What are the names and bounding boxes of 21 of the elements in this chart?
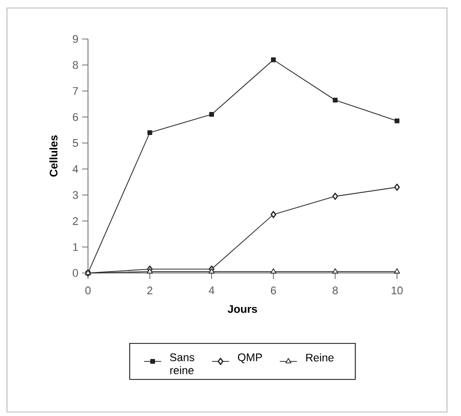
- legend-label: Sans reine: [170, 353, 194, 374]
- y-tick-label: 9: [72, 35, 78, 43]
- legend-label: QMP: [238, 353, 262, 364]
- x-tick-label: 10: [392, 286, 403, 294]
- x-tick-label: 4: [208, 286, 214, 294]
- y-axis-title: Cellules: [49, 135, 58, 177]
- y-tick-label: 7: [72, 87, 78, 95]
- x-tick-label: 0: [85, 286, 91, 294]
- y-tick-label: 3: [72, 191, 78, 199]
- y-tick-label: 0: [72, 269, 78, 277]
- y-tick-label: 5: [72, 139, 78, 147]
- x-tick-label: 6: [270, 286, 276, 294]
- legend-label: Reine: [306, 353, 334, 362]
- x-axis-title: Jours: [228, 305, 258, 313]
- x-tick-label: 8: [332, 286, 338, 294]
- y-tick-label: 8: [72, 61, 78, 69]
- x-tick-label: 2: [147, 286, 152, 294]
- y-tick-label: 6: [72, 113, 78, 121]
- y-tick-label: 4: [72, 165, 78, 173]
- y-tick-label: 1: [73, 243, 78, 251]
- y-tick-label: 2: [72, 217, 78, 225]
